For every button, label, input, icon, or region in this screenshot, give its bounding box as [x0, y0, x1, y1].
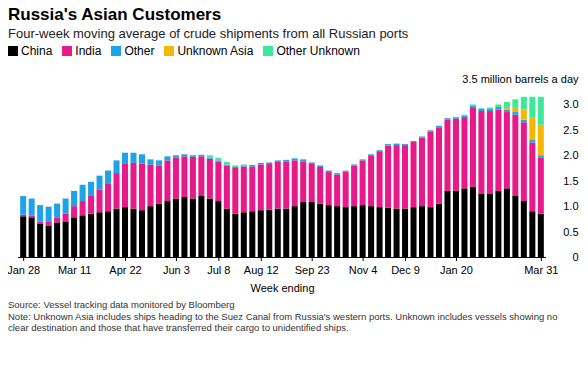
svg-text:Aug 12: Aug 12: [244, 264, 279, 276]
svg-text:Jun 3: Jun 3: [163, 264, 190, 276]
svg-text:Jan 28: Jan 28: [8, 264, 40, 276]
html-text:China: China: [21, 44, 53, 58]
html-text:Source: Vessel tracking data m: Source: Vessel tracking data monitored b…: [8, 299, 235, 310]
svg-text:1.0: 1.0: [563, 200, 578, 212]
svg-text:3.0: 3.0: [563, 98, 578, 110]
html-text:Other Unknown: Other Unknown: [276, 44, 360, 58]
svg-text:Dec 9: Dec 9: [391, 264, 420, 276]
svg-text:Sep 23: Sep 23: [295, 264, 330, 276]
svg-text:3.5 million barrels a day: 3.5 million barrels a day: [462, 73, 579, 85]
svg-text:2.5: 2.5: [563, 124, 578, 136]
html-text:Note: Unknown Asia includes sh: Note: Unknown Asia includes ships headin…: [8, 310, 558, 333]
html-text:Four-week moving average of cr: Four-week moving average of crude shipme…: [8, 26, 409, 41]
svg-text:Apr 22: Apr 22: [109, 264, 141, 276]
svg-text:0: 0: [572, 251, 578, 263]
html-text:Russia's Asian Customers: Russia's Asian Customers: [8, 5, 222, 24]
html-text:Unknown Asia: Unknown Asia: [177, 44, 254, 58]
svg-text:Jan 20: Jan 20: [440, 264, 473, 276]
svg-text:2.0: 2.0: [563, 149, 578, 161]
svg-text:Mar 11: Mar 11: [58, 264, 91, 276]
html-text:India: India: [75, 44, 102, 58]
svg-text:Week ending: Week ending: [250, 282, 314, 294]
svg-text:0.5: 0.5: [563, 226, 578, 238]
html-text:Other: Other: [124, 44, 155, 58]
svg-text:Mar 31: Mar 31: [524, 264, 558, 276]
svg-text:Nov 4: Nov 4: [349, 264, 378, 276]
svg-text:Jul 8: Jul 8: [207, 264, 230, 276]
svg-text:1.5: 1.5: [563, 175, 578, 187]
